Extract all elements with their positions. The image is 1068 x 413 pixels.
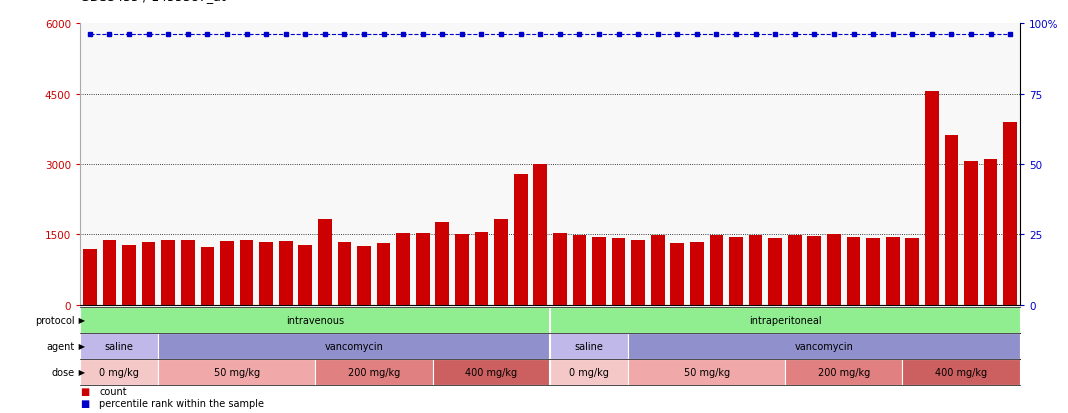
Bar [1003,122,1017,305]
Bar [474,232,488,305]
Text: ■: ■ [80,386,90,396]
Bar [550,333,628,359]
Bar [788,236,802,305]
Bar [709,235,723,305]
Bar [553,233,567,305]
Bar [239,240,253,305]
Bar [749,236,763,305]
Text: 0 mg/kg: 0 mg/kg [569,367,609,377]
Bar [944,135,958,305]
Bar [415,233,429,305]
Bar [650,235,664,305]
Bar [671,244,685,305]
Bar [628,333,1020,359]
Bar [436,223,450,305]
Bar [885,238,899,305]
Bar [161,240,175,305]
Bar [906,239,920,305]
Bar [550,307,1020,333]
Text: protocol: protocol [35,315,75,325]
Bar [396,233,410,305]
Text: dose: dose [51,367,75,377]
Bar [925,92,939,305]
Bar [142,243,156,305]
Text: ▶: ▶ [76,368,85,377]
Bar [628,359,785,385]
Bar [866,238,880,305]
Bar [377,243,391,305]
Text: saline: saline [105,341,134,351]
Text: saline: saline [575,341,603,351]
Text: agent: agent [47,341,75,351]
Bar [80,333,158,359]
Bar [83,249,97,305]
Text: GDS3435 / 1455387_at: GDS3435 / 1455387_at [80,0,225,3]
Bar [631,240,645,305]
Bar [807,237,821,305]
Bar [494,219,508,305]
Text: ▶: ▶ [76,342,85,351]
Text: 400 mg/kg: 400 mg/kg [466,367,517,377]
Bar [964,162,978,305]
Bar [315,359,433,385]
Bar [158,333,550,359]
Bar [572,236,586,305]
Text: vancomycin: vancomycin [795,341,853,351]
Text: 200 mg/kg: 200 mg/kg [348,367,399,377]
Bar [592,238,606,305]
Bar [455,234,469,305]
Bar [158,359,315,385]
Text: 50 mg/kg: 50 mg/kg [684,367,729,377]
Bar [533,165,547,305]
Text: count: count [99,386,127,396]
Text: intraperitoneal: intraperitoneal [749,315,821,325]
Bar [514,175,528,305]
Text: percentile rank within the sample: percentile rank within the sample [99,398,264,408]
Bar [279,241,293,305]
Text: ▶: ▶ [76,316,85,325]
Bar [433,359,550,385]
Bar [180,240,194,305]
Bar [729,237,743,305]
Bar [80,307,550,333]
Bar [122,245,136,305]
Text: 200 mg/kg: 200 mg/kg [818,367,869,377]
Bar [550,359,628,385]
Bar [785,359,902,385]
Bar [847,238,861,305]
Text: intravenous: intravenous [286,315,344,325]
Bar [984,160,998,305]
Bar [220,241,234,305]
Text: 0 mg/kg: 0 mg/kg [99,367,139,377]
Bar [902,359,1020,385]
Bar [357,246,371,305]
Bar [103,240,116,305]
Bar [337,242,351,305]
Text: 50 mg/kg: 50 mg/kg [214,367,260,377]
Bar [690,242,704,305]
Bar [768,238,782,305]
Bar [80,359,158,385]
Bar [612,238,626,305]
Bar [827,234,841,305]
Text: 400 mg/kg: 400 mg/kg [936,367,987,377]
Bar [260,242,273,305]
Text: ■: ■ [80,398,90,408]
Bar [318,220,332,305]
Text: vancomycin: vancomycin [325,341,383,351]
Bar [201,247,215,305]
Bar [298,245,312,305]
